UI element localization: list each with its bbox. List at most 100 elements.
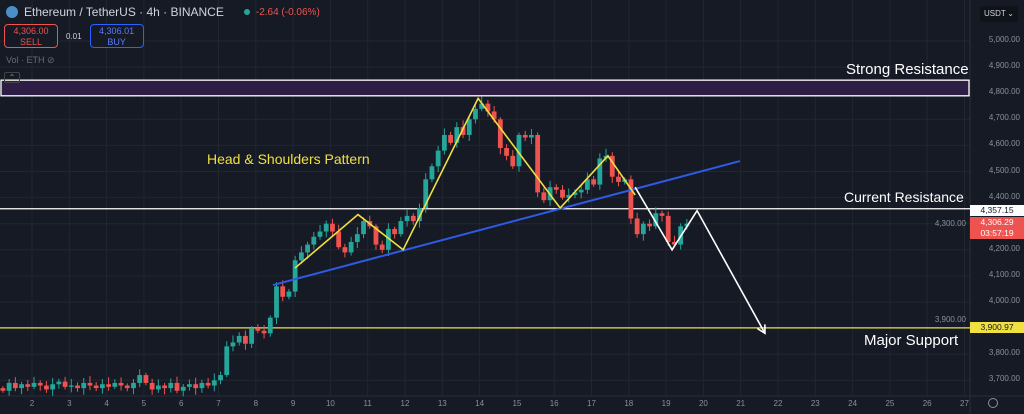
date-tick-label: 12 [400,399,410,408]
price-tick-label: 3,900.00 [934,315,966,325]
date-tick-label: 19 [661,399,671,408]
candle-body [25,384,31,387]
current-resistance-label: Current Resistance [844,189,964,205]
price-tick-label: 4,700.00 [988,113,1020,123]
date-tick-label: 10 [325,399,335,408]
currency-select[interactable]: USDT ⌄ [980,6,1018,22]
candle-body [87,382,93,386]
buy-label: BUY [107,37,126,47]
date-tick-label: 23 [810,399,820,408]
support-price-tag: 3,900.97 [970,322,1024,333]
candle-body [143,375,149,383]
candle-body [31,382,37,387]
candle-body [510,155,516,167]
strong-resistance-zone [0,79,970,97]
candle-body [236,335,242,343]
price-tick-label: 5,000.00 [988,35,1020,44]
candle-body [149,382,155,390]
symbol-title[interactable]: Ethereum / TetherUS · 4h · BINANCE [24,5,224,19]
date-tick-label: 2 [29,399,35,408]
candle-body [19,384,24,389]
candle-body [168,382,174,389]
candle-body [410,215,416,222]
candle-body [398,221,404,235]
candle-body [672,241,677,245]
candle-body [56,381,62,385]
candle-body [298,252,304,261]
candle-body [112,382,118,387]
candle-body [274,286,279,318]
buy-button[interactable]: 4,306.01 BUY [89,24,144,48]
candle-body [479,103,485,109]
bar-countdown: 03:57:19 [980,228,1014,238]
candle-body [392,228,398,235]
date-tick-label: 9 [290,399,296,408]
candle-body [553,187,559,190]
candle-body [684,223,690,227]
date-tick-label: 21 [736,399,746,408]
price-tick-label: 4,200.00 [988,243,1020,253]
eye-hidden-icon[interactable]: ⊘ [47,55,55,65]
volume-label: Vol · ETH [6,55,45,65]
symbol-header: Ethereum / TetherUS · 4h · BINANCE -2.64… [6,5,320,19]
candle-body [118,382,124,386]
candle-body [361,221,366,235]
candle-body [124,385,130,389]
ethereum-logo-icon [6,6,18,18]
date-tick-label: 7 [216,399,221,408]
candle-body [243,335,248,344]
candle-body [317,231,323,237]
sell-label: SELL [19,37,43,47]
resistance-price-tag: 4,357.15 [970,205,1024,216]
candle-body [578,189,584,193]
volume-indicator-label[interactable]: Vol · ETH ⊘ [6,55,55,66]
price-tick-label: 4,500.00 [988,165,1020,175]
candle-body [193,384,199,389]
candle-body [348,241,354,253]
date-tick-label: 18 [624,399,634,408]
date-tick-label: 26 [922,399,932,408]
price-tick-label: 4,000.00 [988,296,1020,305]
candle-body [373,226,379,245]
candle-body [137,375,143,383]
date-tick-label: 5 [141,399,147,408]
date-tick-label: 6 [178,399,184,408]
candle-body [174,382,180,391]
candle-body [591,179,597,185]
candle-body [162,385,167,389]
price-tick-label: 4,900.00 [988,61,1020,71]
candle-body [441,134,447,151]
candle-body [572,192,578,195]
settings-gear-icon[interactable] [988,398,998,408]
candle-body [205,382,211,386]
candle-body [280,286,286,297]
arrow-head-icon [756,324,766,335]
candle-body [336,231,342,248]
candle-body [628,179,634,219]
sell-button[interactable]: 4,306.00 SELL [4,24,58,48]
candle-body [516,134,522,167]
date-tick-label: 20 [698,399,708,408]
candle-body [255,328,261,331]
candle-body [131,382,136,389]
price-tick-label: 4,100.00 [988,269,1020,279]
market-open-dot-icon [243,9,250,15]
candle-body [12,382,18,389]
chevron-down-icon: ⌄ [1007,9,1014,18]
date-tick-label: 22 [773,399,783,408]
candle-body [81,382,87,389]
collapse-chevron-icon[interactable]: ⌃ [4,72,20,83]
candle-body [155,385,161,390]
candle-body [37,382,43,386]
candle-body [224,346,230,376]
major-support-label: Major Support [864,332,959,349]
date-tick-label: 16 [549,399,559,408]
candle-body [466,119,472,135]
candle-body [187,384,192,387]
pattern-label: Head & Shoulders Pattern [207,151,370,167]
candle-body [423,179,429,209]
candle-body [292,260,298,292]
price-tick-label: 3,800.00 [988,348,1020,358]
candle-body [429,166,435,180]
